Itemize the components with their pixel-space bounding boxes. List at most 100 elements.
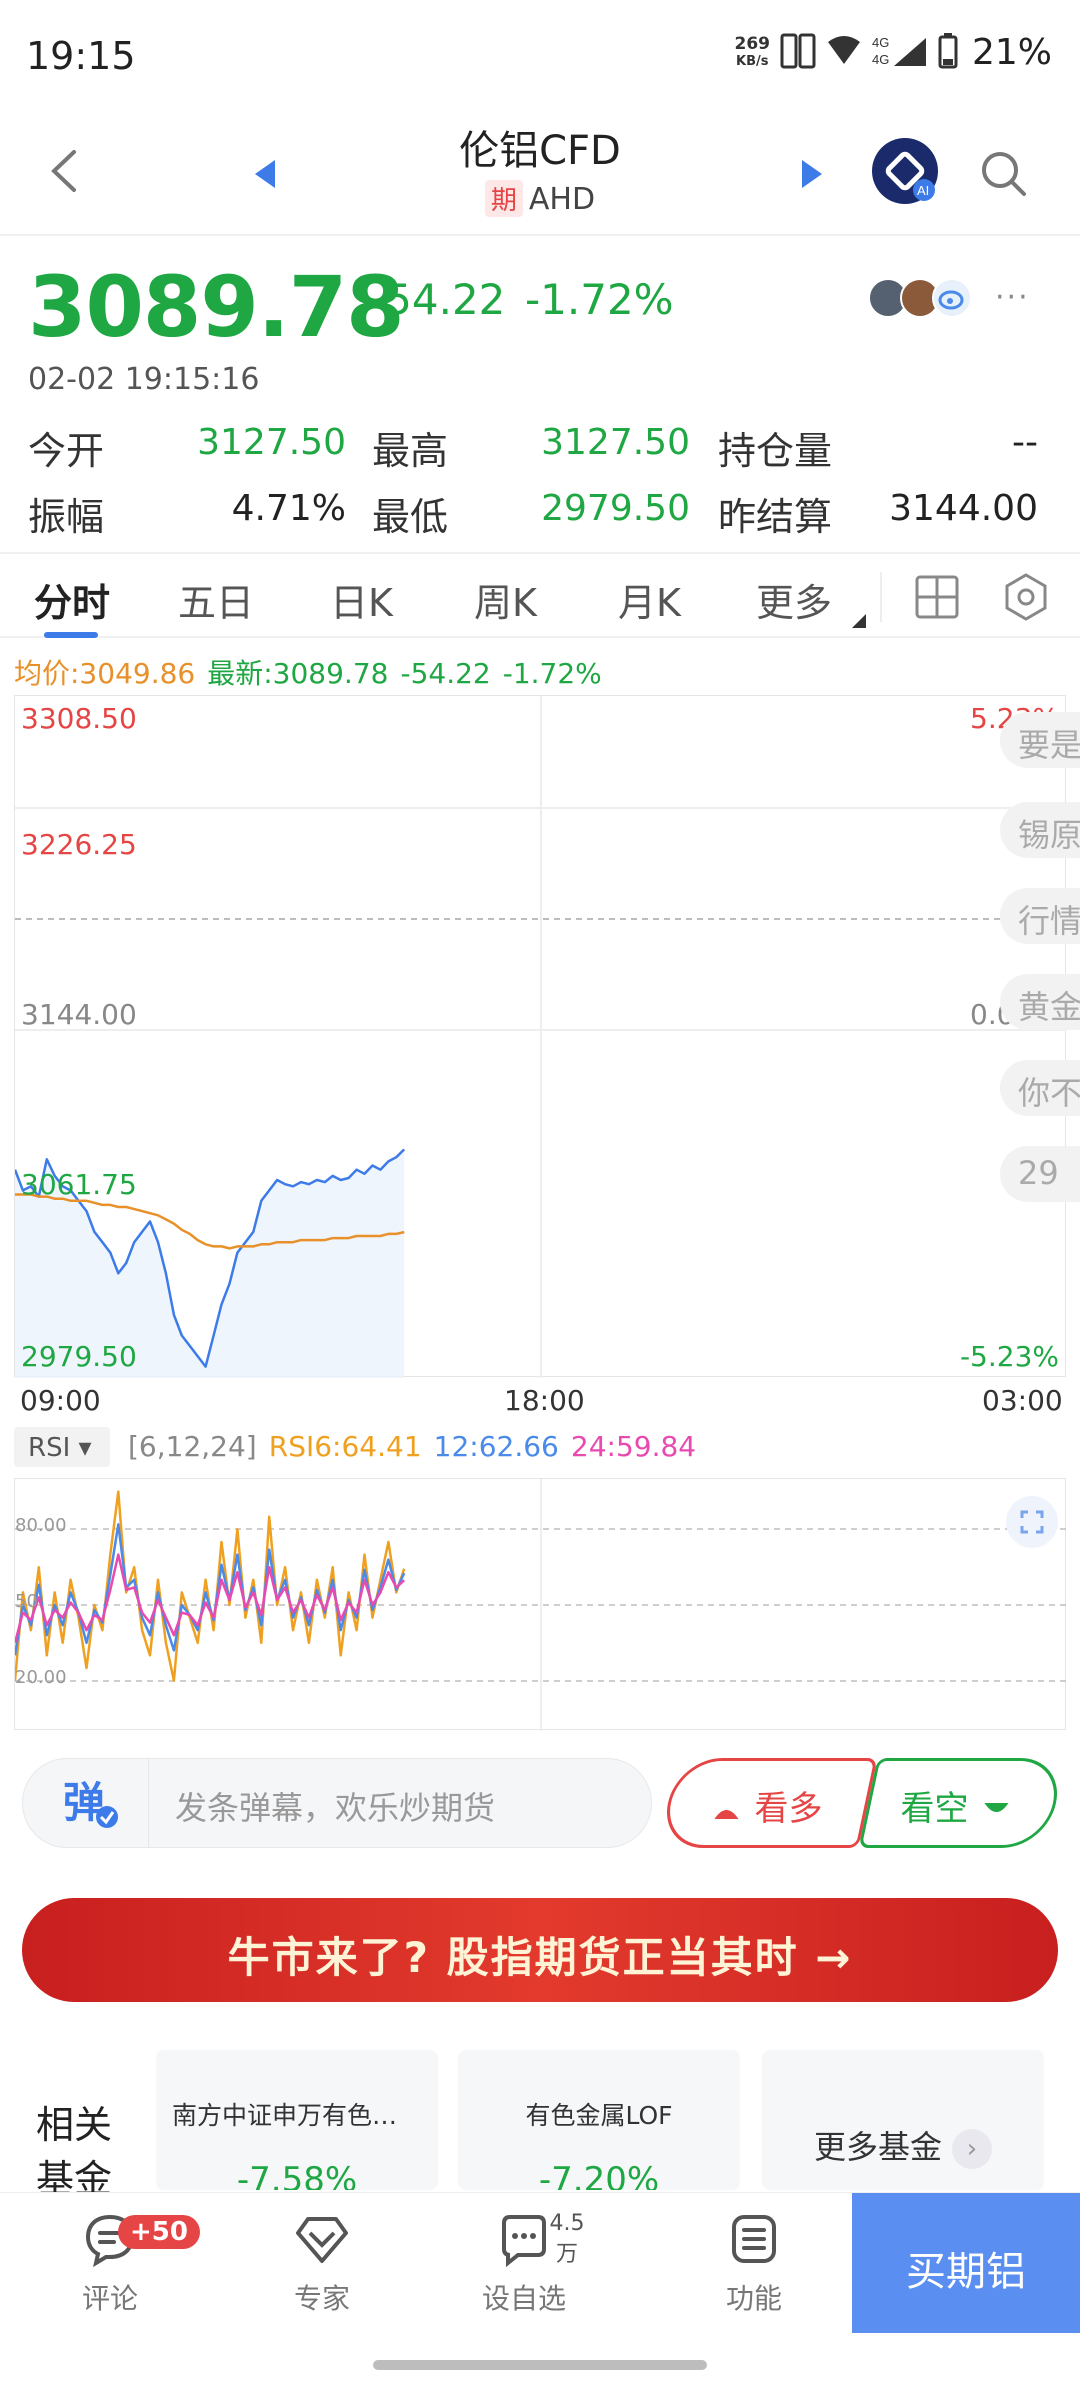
tab-intraday[interactable]: 分时 [34, 581, 111, 625]
more-funds-label: 更多基金 [813, 2128, 942, 2166]
open-value: 3127.50 [197, 422, 346, 463]
news-chip[interactable]: 行情 [1000, 888, 1080, 944]
RSI24-line [13, 1553, 406, 1644]
wifi-icon [826, 35, 862, 70]
fund-card[interactable]: 南方中证申万有色金属... -7.58% [156, 2050, 438, 2190]
expand-icon[interactable] [1006, 1496, 1058, 1548]
tab-more[interactable]: 更多 [756, 581, 833, 625]
bottom-nav: 评论 +50 专家 设自选 4.5万 功能 买期铝 [0, 2192, 1080, 2333]
next-instrument-icon[interactable] [800, 160, 822, 188]
net-speed: 269 KB/s [734, 33, 770, 69]
nav-comment[interactable]: 评论 +50 [40, 2211, 200, 2317]
time-label-mid: 18:00 [504, 1384, 585, 1417]
menu-icon [732, 2215, 776, 2263]
low-label: 最低 [372, 495, 449, 539]
rsi-chart-svg [13, 1479, 1067, 1731]
nav-add-watchlist[interactable]: 设自选 4.5万 [454, 2211, 594, 2317]
price-change: -54.22 [370, 275, 506, 324]
rsi-level-50: 50 [15, 1591, 38, 1612]
price-area [15, 1149, 405, 1378]
news-chip[interactable]: 你不 [1000, 1060, 1080, 1116]
more-funds-card[interactable]: 更多基金 › [762, 2050, 1044, 2190]
divider [880, 572, 882, 622]
pct-label-bottom: -5.23% [959, 1340, 1059, 1373]
chart-tabs: 分时 五日 日K 周K 月K 更多 [0, 552, 1080, 638]
amplitude-value: 4.71% [231, 488, 346, 529]
time-label-start: 09:00 [20, 1384, 101, 1417]
up-arrow-icon [714, 1809, 739, 1819]
signal-icon: 4G 4G [872, 34, 928, 72]
news-chip[interactable]: 要是 [1000, 712, 1080, 768]
community-avatars[interactable] [868, 278, 972, 318]
intraday-chart-svg [13, 696, 1067, 1378]
news-chip[interactable]: 锡原 [1000, 802, 1080, 858]
more-dropdown-icon [852, 614, 866, 628]
price-timestamp: 02-02 19:15:16 [28, 362, 260, 397]
latest-pct-text: -1.72% [502, 657, 602, 690]
back-icon[interactable] [44, 146, 84, 196]
tab-monthly-k[interactable]: 月K [618, 581, 681, 625]
stats-row-2: 振幅 4.71% 最低 2979.50 昨结算 3144.00 [0, 486, 1080, 546]
bearish-button[interactable]: 看空 [858, 1758, 1066, 1848]
y-label-upper: 3226.25 [21, 828, 137, 861]
layout-grid-icon[interactable] [914, 574, 960, 620]
time-label-end: 03:00 [982, 1384, 1063, 1417]
nav-functions[interactable]: 功能 [684, 2211, 824, 2317]
tab-weekly-k[interactable]: 周K [474, 581, 537, 625]
settings-icon[interactable] [1003, 572, 1049, 622]
rsi-level-80: 80.00 [15, 1515, 67, 1536]
indicator-selector[interactable]: RSI ▾ [14, 1427, 110, 1467]
fund-name: 有色金属LOF [525, 2101, 673, 2130]
status-icons: 269 KB/s 4G 4G 21% [734, 32, 1052, 73]
prev-instrument-icon[interactable] [255, 160, 277, 188]
y-label-lower: 3061.75 [21, 1168, 137, 1201]
subtitle: 期 AHD [0, 180, 1080, 217]
hd-icon [780, 33, 816, 73]
more-icon[interactable]: ··· [995, 280, 1030, 315]
ai-assistant-icon[interactable]: AI [872, 138, 938, 204]
comment-badge: +50 [118, 2215, 200, 2249]
news-chip[interactable]: 29 [1000, 1146, 1080, 1202]
danmu-icon[interactable]: 弹 [23, 1759, 149, 1847]
related-funds-label: 相关 基金 [36, 2103, 113, 2201]
amplitude-label: 振幅 [28, 495, 105, 539]
均价-line [15, 1193, 405, 1250]
watchlist-icon [502, 2215, 546, 2268]
home-indicator[interactable] [373, 2360, 707, 2370]
danmu-placeholder: 发条弹幕，欢乐炒期货 [175, 1789, 496, 1827]
page-title: 伦铝CFD [459, 128, 621, 174]
RSI6-line [13, 1490, 406, 1682]
news-chip[interactable]: 黄金 [1000, 974, 1080, 1030]
watch-count: 4.5万 [549, 2211, 585, 2267]
down-arrow-icon [984, 1802, 1009, 1812]
fund-name: 南方中证申万有色金属... [172, 2101, 422, 2130]
intraday-chart[interactable]: 3308.50 3226.25 3144.00 3061.75 2979.50 … [13, 695, 1067, 1378]
buy-futures-button[interactable]: 买期铝 [852, 2193, 1080, 2333]
prev-settle-label: 昨结算 [718, 495, 833, 539]
rsi-chart[interactable]: 80.00 50 20.00 [13, 1478, 1067, 1731]
weibo-icon [932, 278, 972, 318]
danmu-input[interactable]: 弹 发条弹幕，欢乐炒期货 [22, 1758, 652, 1848]
rsi-level-20: 20.00 [15, 1667, 67, 1688]
最新-line [13, 1148, 406, 1368]
active-tab-indicator [44, 632, 98, 638]
fund-change: -7.58% [236, 2160, 358, 2190]
rsi12-value: 12:62.66 [433, 1430, 559, 1463]
svg-text:4G: 4G [872, 52, 889, 67]
nav-expert[interactable]: 专家 [252, 2211, 392, 2317]
y-label-top: 3308.50 [21, 702, 137, 735]
bullish-button[interactable]: 看多 [658, 1758, 878, 1848]
latest-price-text: 最新:3089.78 [207, 657, 389, 690]
promo-banner[interactable]: 牛市来了? 股指期货正当其时 → [22, 1898, 1058, 2002]
high-value: 3127.50 [541, 422, 690, 463]
chart-legend: 均价:3049.86 最新:3089.78 -54.22 -1.72% [14, 652, 614, 692]
futures-tag: 期 [484, 180, 523, 217]
stats-row-1: 今开 3127.50 最高 3127.50 持仓量 -- [0, 420, 1080, 480]
fund-card[interactable]: 有色金属LOF -7.20% [458, 2050, 740, 2190]
tab-five-day[interactable]: 五日 [178, 581, 255, 625]
tab-daily-k[interactable]: 日K [330, 581, 393, 625]
avg-price-text: 均价:3049.86 [14, 657, 196, 690]
rsi-params: [6,12,24] [128, 1430, 257, 1463]
rsi6-value: RSI6:64.41 [268, 1430, 422, 1463]
search-icon[interactable] [980, 150, 1028, 198]
